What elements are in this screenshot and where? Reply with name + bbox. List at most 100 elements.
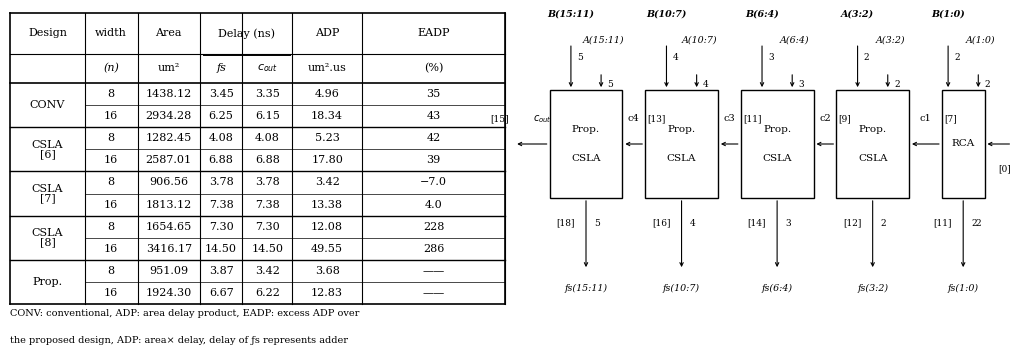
Text: 2: 2 — [975, 219, 981, 228]
Text: 5: 5 — [577, 53, 583, 62]
Text: 39: 39 — [427, 155, 441, 165]
Text: 3.35: 3.35 — [255, 89, 279, 99]
Text: 6.25: 6.25 — [208, 111, 234, 121]
Text: 16: 16 — [104, 244, 118, 254]
Text: 2: 2 — [971, 219, 977, 228]
Text: Delay (ns): Delay (ns) — [217, 28, 274, 39]
Text: 228: 228 — [423, 222, 444, 232]
Text: Design: Design — [28, 28, 67, 38]
Text: 16: 16 — [104, 199, 118, 210]
Text: $c_{in}$: $c_{in}$ — [1015, 113, 1016, 125]
Text: B(6:4): B(6:4) — [745, 10, 779, 19]
Bar — [645, 90, 718, 198]
Text: 8: 8 — [108, 177, 115, 188]
Text: 3.42: 3.42 — [315, 177, 339, 188]
Text: [6]: [6] — [40, 149, 56, 159]
Text: 12.83: 12.83 — [311, 288, 343, 298]
Text: 2: 2 — [954, 53, 960, 62]
Text: c1: c1 — [919, 114, 932, 123]
Text: 3.42: 3.42 — [255, 266, 279, 276]
Text: $c_{out}$: $c_{out}$ — [257, 63, 277, 74]
Text: c2: c2 — [819, 114, 831, 123]
Text: the proposed design, ADP: area× delay, delay of ƒs represents adder: the proposed design, ADP: area× delay, d… — [10, 336, 348, 345]
Text: A(10:7): A(10:7) — [682, 35, 717, 44]
Text: 1654.65: 1654.65 — [145, 222, 192, 232]
Text: um²: um² — [157, 63, 180, 73]
Text: 1438.12: 1438.12 — [145, 89, 192, 99]
Text: 4.08: 4.08 — [208, 133, 234, 143]
Text: Prop.: Prop. — [668, 125, 696, 134]
Text: Prop.: Prop. — [763, 125, 791, 134]
Text: 17.80: 17.80 — [311, 155, 343, 165]
Text: 6.22: 6.22 — [255, 288, 279, 298]
Text: CSLA: CSLA — [31, 140, 63, 149]
Text: 1924.30: 1924.30 — [145, 288, 192, 298]
Text: A(15:11): A(15:11) — [583, 35, 625, 44]
Text: CSLA: CSLA — [31, 228, 63, 238]
Text: 5: 5 — [608, 80, 613, 89]
Text: 13.38: 13.38 — [311, 199, 343, 210]
Text: 2: 2 — [894, 80, 899, 89]
Text: 7.30: 7.30 — [208, 222, 234, 232]
Text: 5.23: 5.23 — [315, 133, 339, 143]
Text: 4.96: 4.96 — [315, 89, 339, 99]
Text: 1282.45: 1282.45 — [145, 133, 192, 143]
Text: B(15:11): B(15:11) — [548, 10, 594, 19]
Bar — [550, 90, 623, 198]
Text: 4: 4 — [690, 219, 696, 228]
Text: 4.08: 4.08 — [255, 133, 279, 143]
Text: [0]: [0] — [999, 165, 1011, 174]
Text: CSLA: CSLA — [666, 154, 696, 163]
Text: [14]: [14] — [748, 219, 766, 228]
Text: [12]: [12] — [843, 219, 862, 228]
Text: CSLA: CSLA — [858, 154, 887, 163]
Bar — [741, 90, 814, 198]
Text: 8: 8 — [108, 222, 115, 232]
Text: 5: 5 — [594, 219, 600, 228]
Text: B(10:7): B(10:7) — [646, 10, 687, 19]
Text: [13]: [13] — [647, 114, 665, 123]
Text: [11]: [11] — [743, 114, 762, 123]
Text: 3.87: 3.87 — [208, 266, 234, 276]
Text: CONV: conventional, ADP: area delay product, EADP: excess ADP over: CONV: conventional, ADP: area delay prod… — [10, 309, 360, 318]
Text: 3.45: 3.45 — [208, 89, 234, 99]
Text: 6.88: 6.88 — [255, 155, 279, 165]
Text: CSLA: CSLA — [762, 154, 791, 163]
Text: um².us: um².us — [308, 63, 346, 73]
Text: Area: Area — [155, 28, 182, 38]
Text: 286: 286 — [423, 244, 444, 254]
Text: 14.50: 14.50 — [251, 244, 283, 254]
Text: RCA: RCA — [952, 139, 974, 148]
Text: 18.34: 18.34 — [311, 111, 343, 121]
Text: 2: 2 — [864, 53, 870, 62]
Text: 3.78: 3.78 — [208, 177, 234, 188]
Text: EADP: EADP — [418, 28, 450, 38]
Text: 43: 43 — [427, 111, 441, 121]
Text: fs(3:2): fs(3:2) — [858, 283, 888, 293]
Text: Prop.: Prop. — [33, 277, 63, 287]
Text: 951.09: 951.09 — [149, 266, 188, 276]
Text: [7]: [7] — [944, 114, 957, 123]
Text: −7.0: −7.0 — [420, 177, 447, 188]
Text: B(1:0): B(1:0) — [932, 10, 965, 19]
Text: 8: 8 — [108, 133, 115, 143]
Text: c3: c3 — [723, 114, 736, 123]
Text: ——: —— — [423, 266, 445, 276]
Text: 8: 8 — [108, 266, 115, 276]
Text: CSLA: CSLA — [31, 184, 63, 194]
Text: Prop.: Prop. — [859, 125, 887, 134]
Text: 42: 42 — [427, 133, 441, 143]
Text: 16: 16 — [104, 288, 118, 298]
Text: $c_{out}$: $c_{out}$ — [532, 113, 552, 125]
Text: [7]: [7] — [40, 193, 55, 203]
Text: fs(15:11): fs(15:11) — [565, 283, 608, 293]
Text: 2587.01: 2587.01 — [145, 155, 192, 165]
Text: 16: 16 — [104, 111, 118, 121]
Text: [9]: [9] — [839, 114, 851, 123]
Text: A(3:2): A(3:2) — [841, 10, 874, 19]
Bar — [942, 90, 985, 198]
Text: (%): (%) — [424, 63, 443, 73]
Text: 4.0: 4.0 — [425, 199, 442, 210]
Text: ——: —— — [423, 288, 445, 298]
Text: A(3:2): A(3:2) — [876, 35, 905, 44]
